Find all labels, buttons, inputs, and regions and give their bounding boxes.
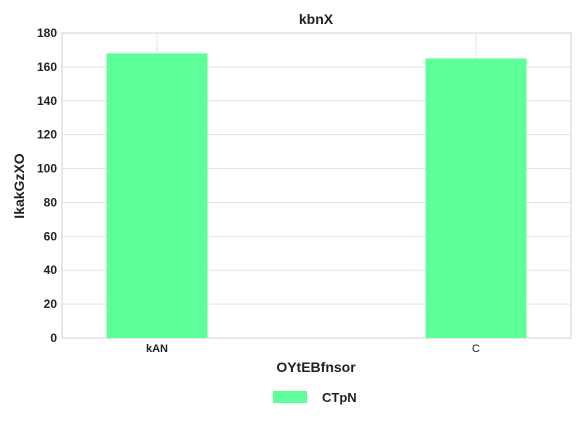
- bars: [106, 53, 527, 339]
- x-axis-label: OYtEBfnsor: [276, 359, 356, 375]
- chart-title: kbnX: [299, 11, 334, 27]
- y-tick-label: 20: [44, 297, 58, 311]
- y-tick-label: 0: [50, 331, 57, 345]
- y-axis-label: IkakGzXO: [11, 153, 27, 218]
- y-tick-label: 80: [44, 195, 58, 209]
- x-tick-label: kAN: [146, 343, 168, 355]
- bar-kan: [106, 53, 208, 338]
- legend-swatch-ctpn: [273, 391, 307, 403]
- y-tick-label: 180: [37, 26, 57, 40]
- plot-frame: [61, 32, 572, 339]
- bar-c: [425, 58, 527, 339]
- y-tick-label: 100: [37, 162, 57, 176]
- y-tick-label: 140: [37, 94, 57, 108]
- legend: CTpN: [273, 390, 357, 405]
- legend-label-ctpn: CTpN: [322, 390, 357, 405]
- x-tick-label: C: [472, 343, 480, 355]
- y-tick-label: 120: [37, 128, 57, 142]
- y-tick-labels: 0 20 40 60 80 100 120 140 160 180: [37, 26, 57, 345]
- y-tick-label: 40: [44, 263, 58, 277]
- y-tick-label: 160: [37, 60, 57, 74]
- y-tick-label: 60: [44, 229, 58, 243]
- x-tick-labels: kAN C: [146, 343, 480, 355]
